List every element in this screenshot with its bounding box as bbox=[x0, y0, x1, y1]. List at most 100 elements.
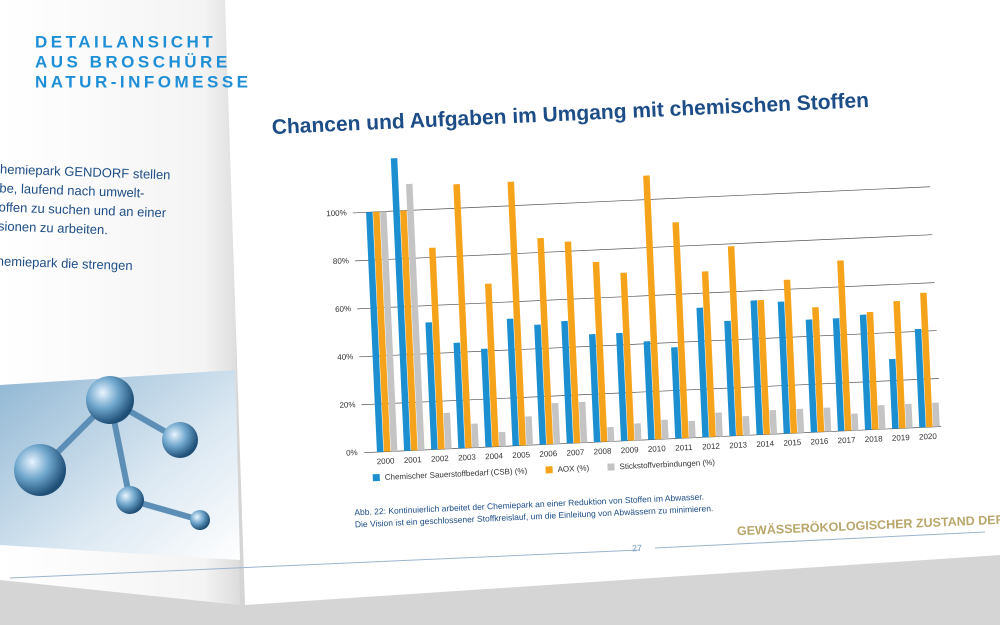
y-tick-label: 60% bbox=[335, 304, 351, 314]
bar bbox=[661, 419, 669, 440]
bar bbox=[757, 299, 771, 435]
bar bbox=[366, 212, 384, 453]
x-tick-label: 2011 bbox=[675, 443, 693, 453]
x-tick-label: 2012 bbox=[702, 442, 721, 452]
bar bbox=[373, 211, 391, 452]
bar bbox=[480, 348, 492, 448]
x-tick-label: 2004 bbox=[485, 451, 504, 461]
x-tick-label: 2008 bbox=[593, 447, 612, 457]
y-tick-label: 20% bbox=[339, 400, 355, 410]
x-tick-label: 2000 bbox=[377, 456, 396, 466]
bar bbox=[405, 183, 425, 451]
bar bbox=[471, 423, 479, 448]
body-line: sionen zu arbeiten. bbox=[0, 218, 108, 237]
bar bbox=[429, 247, 445, 450]
x-tick-label: 2010 bbox=[648, 444, 667, 454]
bar bbox=[920, 292, 933, 428]
bar bbox=[643, 341, 655, 440]
right-page bbox=[225, 0, 1000, 605]
bar bbox=[905, 403, 913, 429]
body-line: hemiepark die strengen bbox=[0, 253, 133, 273]
bar bbox=[805, 319, 818, 433]
bar bbox=[506, 318, 520, 446]
bar bbox=[866, 311, 879, 430]
molecule-atom bbox=[14, 444, 66, 496]
body-line: be, laufend nach umwelt- bbox=[0, 180, 145, 200]
bar bbox=[425, 322, 438, 450]
bar bbox=[893, 301, 906, 429]
molecule-atom bbox=[190, 510, 210, 530]
bar bbox=[525, 416, 534, 446]
x-tick-label: 2003 bbox=[458, 453, 477, 463]
bar bbox=[914, 328, 926, 428]
bar bbox=[578, 401, 588, 443]
bar bbox=[443, 412, 452, 449]
y-tick-label: 100% bbox=[326, 208, 347, 218]
x-tick-label: 2014 bbox=[756, 439, 775, 449]
x-tick-label: 2020 bbox=[919, 432, 938, 442]
bar bbox=[453, 184, 472, 449]
footer-rule bbox=[9, 549, 641, 579]
bar bbox=[634, 423, 642, 441]
x-tick-label: 2015 bbox=[783, 438, 802, 448]
x-tick-label: 2001 bbox=[404, 455, 423, 465]
bar bbox=[453, 342, 465, 449]
bar bbox=[783, 279, 798, 434]
x-tick-label: 2019 bbox=[892, 433, 911, 443]
y-tick-label: 40% bbox=[337, 352, 353, 362]
bar bbox=[688, 420, 696, 438]
bar bbox=[701, 271, 716, 437]
legend-swatch bbox=[545, 466, 553, 474]
x-tick-label: 2002 bbox=[431, 454, 450, 464]
bar bbox=[851, 413, 859, 431]
bar bbox=[400, 210, 418, 451]
x-tick-label: 2006 bbox=[539, 449, 558, 459]
bar bbox=[671, 347, 682, 439]
bar bbox=[643, 175, 662, 440]
bar bbox=[534, 324, 547, 445]
bar bbox=[888, 358, 899, 429]
x-tick-label: 2013 bbox=[729, 440, 748, 450]
bar bbox=[696, 307, 709, 438]
bar bbox=[877, 405, 886, 430]
header-line: NATUR-INFOMESSE bbox=[35, 72, 252, 91]
header: DETAILANSICHT AUS BROSCHÜRE NATUR-INFOME… bbox=[35, 32, 252, 91]
bar bbox=[588, 334, 601, 443]
bar bbox=[727, 246, 743, 436]
legend-label: Stickstoffverbindungen (%) bbox=[619, 458, 715, 471]
bar bbox=[796, 408, 805, 433]
grid-line bbox=[352, 186, 931, 214]
bar bbox=[777, 301, 791, 434]
bar bbox=[672, 222, 689, 439]
body-line: hemiepark GENDORF stellen bbox=[0, 161, 171, 182]
molecule-atom bbox=[86, 376, 134, 424]
x-tick-label: 2005 bbox=[512, 450, 531, 460]
bar bbox=[561, 320, 574, 444]
bar bbox=[537, 237, 554, 445]
molecule-atom bbox=[162, 422, 198, 458]
x-tick-label: 2016 bbox=[810, 437, 829, 447]
chart: Chancen und Aufgaben im Umgang mit chemi… bbox=[271, 89, 942, 529]
bar bbox=[932, 402, 940, 427]
bar bbox=[507, 181, 527, 446]
bar bbox=[380, 211, 398, 452]
bar bbox=[812, 307, 825, 433]
bar bbox=[551, 403, 561, 445]
x-tick-label: 2017 bbox=[837, 435, 856, 445]
legend-swatch bbox=[372, 473, 380, 482]
bar bbox=[390, 158, 411, 451]
x-tick-label: 2018 bbox=[865, 434, 884, 444]
legend-label: AOX (%) bbox=[557, 464, 589, 474]
bar bbox=[592, 261, 608, 442]
bar bbox=[724, 320, 736, 437]
header-line: DETAILANSICHT bbox=[35, 32, 216, 51]
bar bbox=[616, 332, 628, 442]
y-tick-label: 80% bbox=[333, 256, 349, 266]
bar bbox=[715, 412, 723, 437]
footer-rule bbox=[654, 531, 986, 549]
molecule-atom bbox=[116, 486, 144, 514]
grid-line bbox=[354, 234, 933, 262]
bar bbox=[823, 407, 832, 432]
